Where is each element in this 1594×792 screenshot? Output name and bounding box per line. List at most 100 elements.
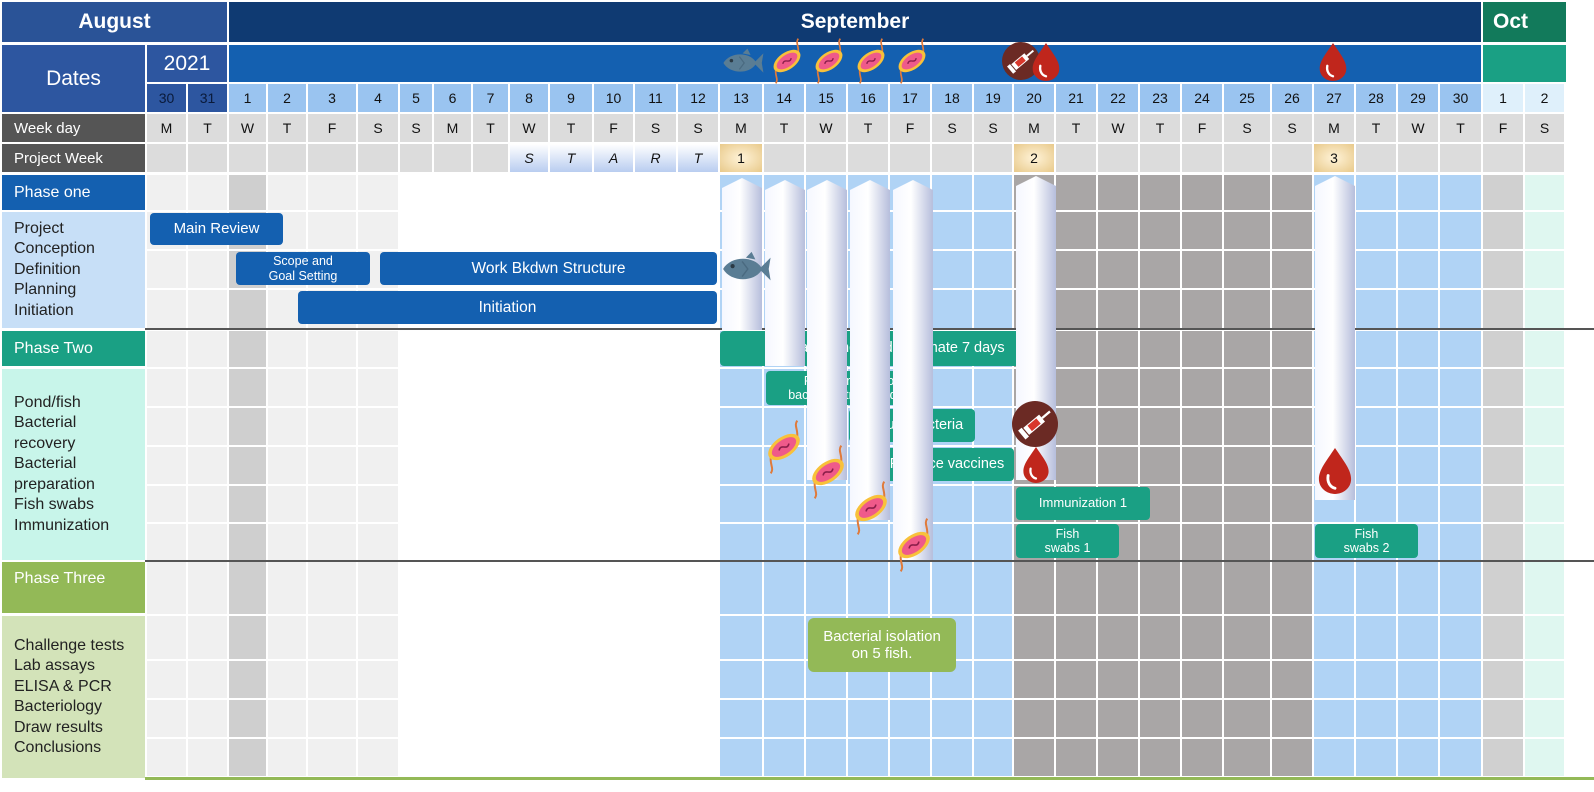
grid-cell [974,251,1014,290]
grid-cell [932,486,974,524]
grid-cell [848,562,890,616]
task-initiation[interactable]: Initiation [298,291,717,324]
weekday-letter: S [1224,114,1270,142]
grid-cell [764,616,806,661]
grid-cell [434,562,473,616]
day-number: 1 [229,84,266,112]
grid-cell [358,369,400,408]
grid-cell [678,212,720,251]
grid-cell [268,562,308,616]
grid-cell [1098,331,1140,369]
task-bacterial-isolation[interactable]: Bacterial isolation on 5 fish. [808,618,956,672]
grid-cell [400,447,434,486]
grid-cell [268,447,308,486]
day-number: 14 [764,84,804,112]
grid-cell [1182,616,1224,661]
weekday-letter: W [1398,114,1438,142]
day-number: 8 [510,84,548,112]
grid-cell [806,700,848,739]
grid-cell [678,369,720,408]
project-week-cell [434,144,471,172]
bacteria-icon [761,37,813,85]
phase-one-item: Definition [14,260,81,278]
day-number: 25 [1224,84,1270,112]
grid-cell [1398,408,1440,447]
grid-cell [1525,369,1566,408]
task-fish-swabs-2[interactable]: Fish swabs 2 [1315,524,1418,558]
day-number: 29 [1398,84,1438,112]
project-week-cell: T [678,144,718,172]
grid-cell [308,175,358,212]
project-week-cell [1056,144,1096,172]
grid-cell [1272,331,1314,369]
grid-cell [932,369,974,408]
dates-label: Dates [2,45,145,112]
week-day-label: Week day [2,114,145,142]
grid-cell [358,212,400,251]
grid-cell [358,175,400,212]
grid-cell [974,700,1014,739]
grid-cell [510,661,550,700]
phase-one-item: Project [14,219,64,237]
project-week-cell [268,144,306,172]
grid-cell [434,408,473,447]
grid-cell [188,661,229,700]
grid-cell [434,175,473,212]
grid-cell [1098,447,1140,486]
task-scope-goal-setting[interactable]: Scope and Goal Setting [236,252,370,285]
blood-drop-icon [1031,41,1061,83]
grid-cell [147,661,188,700]
grid-cell [434,661,473,700]
grid-cell [550,212,594,251]
grid-cell [1098,408,1140,447]
grid-cell [308,661,358,700]
grid-cell [188,251,229,290]
grid-cell [1182,369,1224,408]
day-number: 6 [434,84,471,112]
grid-cell [1224,369,1272,408]
grid-cell [400,331,434,369]
project-week-cell: T [550,144,592,172]
grid-cell [147,290,188,331]
task-work-breakdown-structure[interactable]: Work Bkdwn Structure [380,252,717,285]
phase-three-item: Lab assays [14,657,95,674]
grid-cell [229,524,268,562]
grid-cell [1224,175,1272,212]
task-main-review[interactable]: Main Review [150,213,283,245]
weekday-letter: S [932,114,972,142]
grid-cell [848,700,890,739]
icon-band [229,45,1481,82]
grid-cell [1356,175,1398,212]
grid-cell [1356,616,1398,661]
grid-cell [1272,447,1314,486]
grid-cell [974,290,1014,331]
grid-cell [1356,369,1398,408]
project-week-cell [764,144,804,172]
grid-cell [1440,616,1483,661]
grid-cell [1440,212,1483,251]
grid-cell [1440,447,1483,486]
task-fish-swabs-1[interactable]: Fish swabs 1 [1016,524,1119,558]
grid-cell [720,486,764,524]
task-immunization-1[interactable]: Immunization 1 [1016,487,1150,520]
project-week-cell [1483,144,1523,172]
grid-cell [1398,700,1440,739]
grid-cell [1224,562,1272,616]
grid-cell [473,486,510,524]
grid-cell [147,616,188,661]
weekday-letter: T [473,114,508,142]
grid-cell [932,290,974,331]
grid-cell [400,739,434,778]
grid-cell [635,524,678,562]
grid-cell [1525,290,1566,331]
grid-cell [1056,616,1098,661]
grid-cell [1140,616,1182,661]
grid-cell [147,331,188,369]
grid-cell [1224,408,1272,447]
grid-cell [229,408,268,447]
grid-cell [550,331,594,369]
grid-cell [229,290,268,331]
day-number: 26 [1272,84,1312,112]
grid-cell [974,524,1014,562]
timeline-pillar [765,180,805,366]
